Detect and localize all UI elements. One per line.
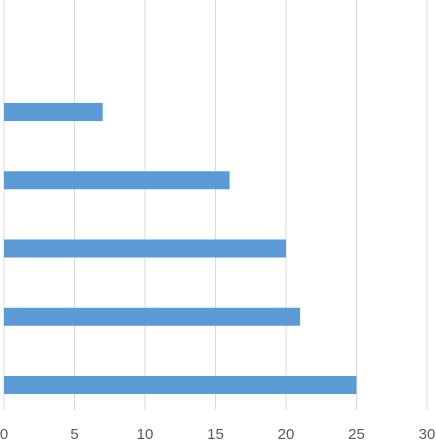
x-tick-label: 25 bbox=[348, 426, 365, 441]
bar bbox=[4, 239, 286, 258]
bar bbox=[4, 307, 301, 326]
bar bbox=[4, 103, 103, 121]
x-tick-label: 10 bbox=[137, 426, 154, 441]
x-tick-label: 30 bbox=[419, 426, 436, 441]
x-tick-label: 20 bbox=[278, 426, 295, 441]
x-tick-label: 15 bbox=[207, 426, 224, 441]
x-tick-label: 0 bbox=[0, 426, 8, 441]
bar bbox=[4, 376, 357, 394]
bar bbox=[4, 171, 230, 190]
x-tick-label: 5 bbox=[70, 426, 78, 441]
